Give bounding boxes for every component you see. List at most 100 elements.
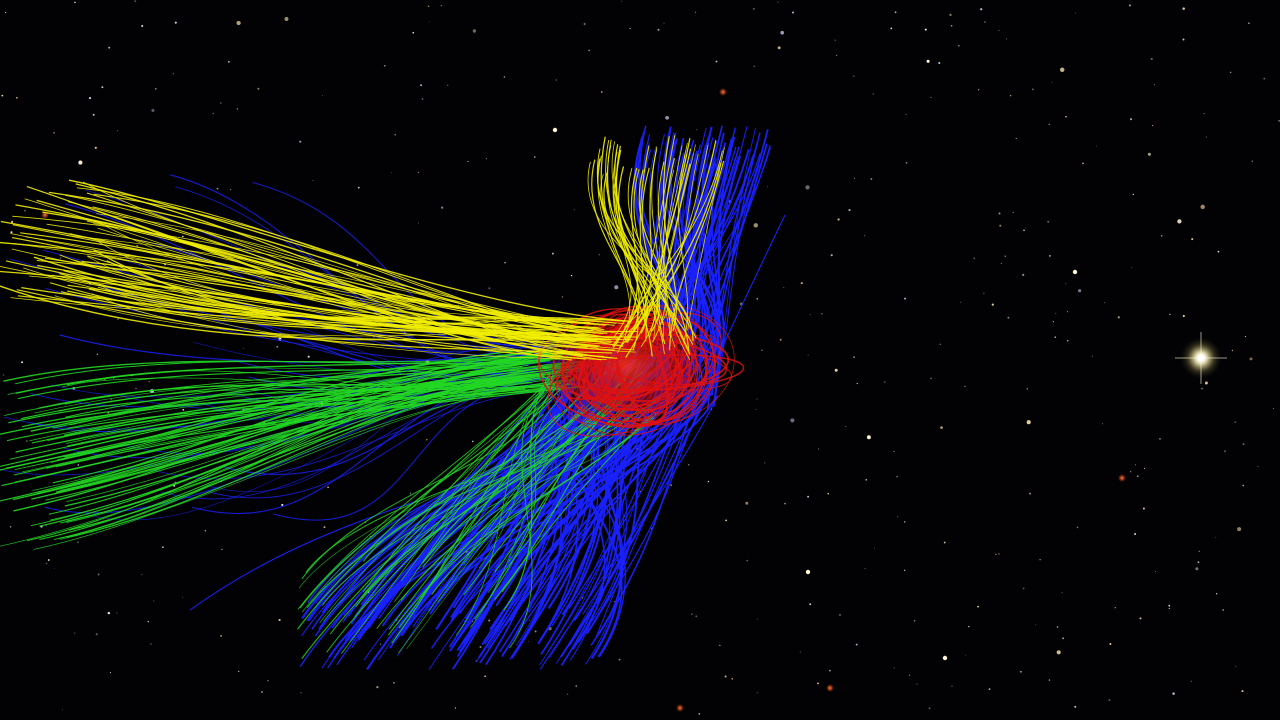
star (1263, 77, 1266, 80)
star (1082, 162, 1084, 165)
star (1066, 339, 1069, 342)
field-line-closed (299, 374, 577, 609)
star (745, 501, 749, 505)
star (1204, 381, 1208, 385)
star (968, 625, 970, 628)
star (174, 21, 177, 24)
star (1049, 255, 1051, 257)
star (916, 683, 918, 685)
star (791, 11, 795, 14)
star (753, 223, 759, 228)
star (790, 418, 795, 423)
star (764, 462, 766, 464)
star (394, 133, 396, 136)
star (1022, 587, 1025, 590)
field-line-closed (431, 416, 652, 595)
star (618, 658, 621, 661)
star (719, 644, 721, 647)
star (1231, 349, 1234, 352)
star (896, 476, 898, 478)
star (323, 526, 326, 529)
field-line-north (624, 149, 658, 340)
star (1182, 38, 1185, 41)
star (312, 179, 314, 181)
star (950, 24, 953, 27)
star (21, 361, 24, 364)
star (650, 527, 652, 529)
star (485, 158, 487, 160)
star (1095, 145, 1097, 147)
star (95, 633, 98, 636)
field-line-south (484, 387, 673, 645)
star (1251, 160, 1253, 162)
bright-small-star (805, 569, 811, 575)
star (428, 21, 430, 23)
star (1130, 471, 1132, 473)
star (755, 408, 757, 410)
star (1224, 450, 1226, 453)
star (1241, 690, 1244, 693)
star (1234, 421, 1237, 424)
field-line-closed (422, 417, 655, 564)
star (663, 22, 665, 24)
star (1031, 88, 1034, 91)
star (47, 559, 50, 561)
star (284, 17, 289, 21)
star (101, 86, 104, 89)
field-line-south (702, 155, 742, 347)
field-line-north (600, 136, 653, 357)
star (1177, 219, 1182, 224)
star (327, 486, 329, 489)
star (629, 28, 631, 30)
star (588, 49, 590, 52)
star (1155, 571, 1157, 572)
star (74, 1, 76, 4)
star (92, 113, 95, 116)
star (938, 61, 941, 65)
star (943, 541, 946, 544)
star (951, 685, 953, 687)
field-line-north (587, 161, 689, 323)
star (77, 541, 79, 543)
star (1272, 407, 1274, 409)
star (484, 675, 487, 678)
star (1147, 152, 1151, 156)
star (988, 688, 991, 690)
star (1244, 336, 1246, 338)
star (162, 546, 164, 548)
star (897, 516, 899, 518)
field-line-core (561, 308, 708, 429)
star (1047, 220, 1050, 223)
star (229, 188, 232, 191)
red-star (719, 88, 727, 96)
star (960, 301, 962, 303)
star (1052, 321, 1054, 323)
star (300, 692, 302, 694)
field-line-closed (48, 350, 579, 515)
star (583, 22, 586, 26)
star (756, 618, 758, 620)
field-line-north (600, 173, 664, 343)
star (534, 630, 537, 633)
star (904, 521, 906, 523)
star (980, 8, 983, 11)
star (1022, 273, 1025, 277)
star (965, 654, 967, 656)
star (529, 619, 531, 621)
star (151, 108, 155, 112)
star (827, 492, 829, 495)
star (752, 7, 755, 10)
star (237, 670, 240, 673)
star (45, 562, 48, 565)
star (182, 408, 185, 411)
star (503, 76, 505, 78)
star (913, 620, 916, 622)
star (978, 89, 980, 91)
field-line-south (389, 395, 718, 649)
star (1160, 235, 1163, 237)
star (62, 709, 64, 711)
field-line-closed (56, 349, 567, 493)
star (1078, 289, 1082, 293)
